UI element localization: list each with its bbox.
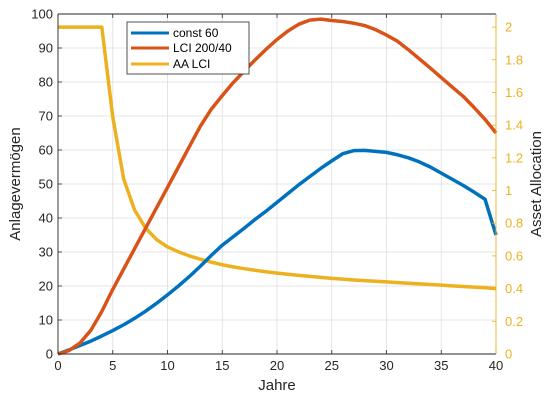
series-line-aa-lci xyxy=(58,25,497,291)
y-axis-title: Anlagevermögen xyxy=(7,127,24,240)
y2-tick-label: 0.8 xyxy=(505,216,523,231)
y-tick-label: 100 xyxy=(31,7,53,22)
x-tick-label: 35 xyxy=(434,358,448,373)
x-tick-label: 15 xyxy=(215,358,229,373)
legend-label-const-60: const 60 xyxy=(173,26,219,40)
y2-tick-label: 0 xyxy=(505,347,512,362)
tick-labels: 0 5 10 15 20 25 30 35 40010203040506070809010000… xyxy=(31,7,523,374)
y2-tick-label: 1.2 xyxy=(505,150,523,165)
y-tick-label: 50 xyxy=(39,177,53,192)
x-tick-label: 25 xyxy=(325,358,339,373)
x-tick-label: 10 xyxy=(160,358,174,373)
y2-tick-label: 2 xyxy=(505,20,512,35)
y2-tick-label: 0.6 xyxy=(505,248,523,263)
y2-tick-label: 1.8 xyxy=(505,52,523,67)
x-tick-label: 0 xyxy=(54,358,61,373)
series-line-lci-200-40 xyxy=(57,17,498,356)
axes xyxy=(57,13,497,355)
x-axis-title: Jahre xyxy=(258,377,296,394)
y-tick-label: 60 xyxy=(39,143,53,158)
x-tick-label: 30 xyxy=(379,358,393,373)
y2-tick-label: 0.4 xyxy=(505,281,523,296)
x-tick-label: 20 xyxy=(270,358,284,373)
y2-tick-label: 1 xyxy=(505,183,512,198)
legend-label-lci-200-40: LCI 200/40 xyxy=(173,41,232,55)
y-tick-label: 30 xyxy=(39,245,53,260)
series-lines xyxy=(57,17,498,356)
y-tick-label: 0 xyxy=(46,347,53,362)
x-tick-label: 40 xyxy=(489,358,503,373)
y2-axis-title: Asset Allocation xyxy=(528,131,545,237)
y-tick-label: 10 xyxy=(39,313,53,328)
y-tick-label: 90 xyxy=(39,41,53,56)
legend-label-aa-lci: AA LCI xyxy=(173,57,210,71)
y-tick-label: 40 xyxy=(39,211,53,226)
x-tick-label: 5 xyxy=(109,358,116,373)
y2-tick-label: 1.6 xyxy=(505,85,523,100)
legend: const 60 LCI 200/40 AA LCI xyxy=(126,21,250,75)
series-line-const-60 xyxy=(57,148,498,356)
y2-tick-label: 1.4 xyxy=(505,118,523,133)
y2-tick-label: 0.2 xyxy=(505,314,523,329)
y-tick-label: 80 xyxy=(39,75,53,90)
y-tick-label: 70 xyxy=(39,109,53,124)
y-tick-label: 20 xyxy=(39,279,53,294)
